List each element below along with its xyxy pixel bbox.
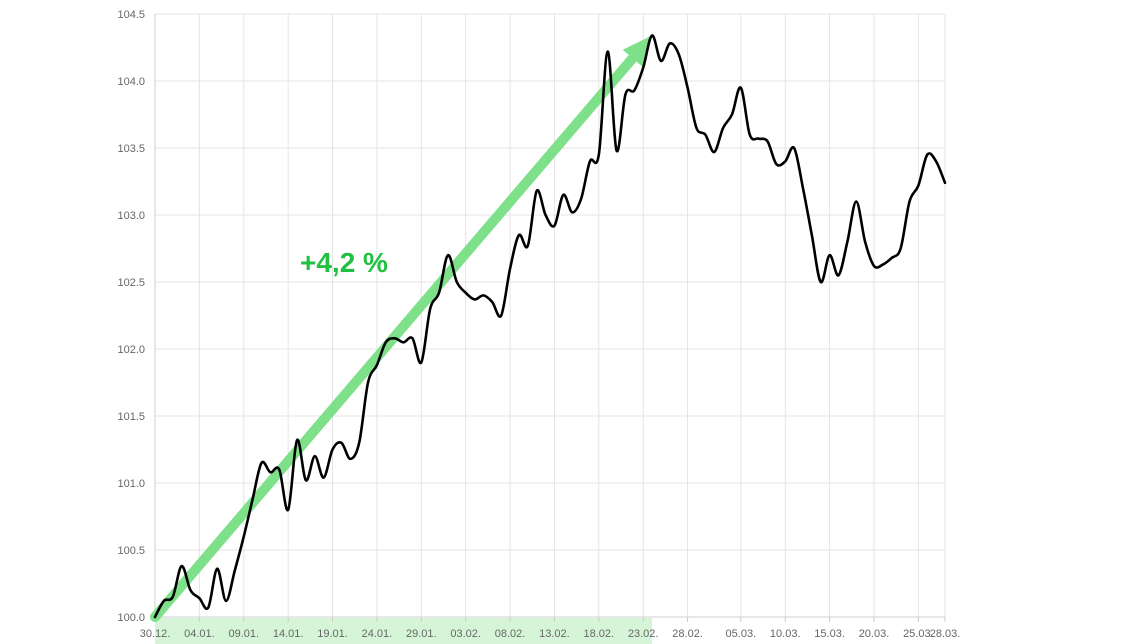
x-tick-label: 14.01. [273,628,304,640]
x-tick-label: 04.01. [184,628,215,640]
y-tick-label: 100.5 [117,545,145,557]
x-tick-label: 03.02. [450,628,481,640]
annotation-group: +4,2 % [300,247,388,278]
x-tick-label: 24.01. [362,628,393,640]
x-tick-label: 13.02. [539,628,570,640]
x-range-highlight [155,618,653,644]
axes: 100.0 100.5 101.0 101.5 102.0 102.5 103.0 103.5… [117,9,960,640]
x-tick-label: 20.03. [859,628,890,640]
y-tick-label: 103.5 [117,143,145,155]
series-line-group [153,34,947,619]
y-tick-label: 102.5 [117,277,145,289]
grid [154,13,946,618]
series-line-0 [153,34,947,619]
y-tick-label: 104.5 [117,9,145,21]
x-tick-label: 08.02. [495,628,526,640]
x-tick-label: 30.12. [140,628,171,640]
x-tick-label: 29.01. [406,628,437,640]
x-tick-label: 28.03. [930,628,961,640]
x-tick-label: 15.03. [814,628,845,640]
x-tick-label: 19.01. [317,628,348,640]
growth-annotation-label: +4,2 % [300,247,388,278]
x-tick-label: 25.03. [903,628,934,640]
y-tick-label: 102.0 [117,344,145,356]
y-tick-label: 101.5 [117,411,145,423]
x-tick-label: 18.02. [584,628,615,640]
x-tick-label: 09.01. [228,628,259,640]
y-tick-label: 104.0 [117,76,145,88]
x-tick-label: 05.03. [726,628,757,640]
x-axis-highlight-band [155,618,653,644]
y-tick-label: 101.0 [117,478,145,490]
x-tick-label: 23.02. [628,628,659,640]
y-tick-label: 103.0 [117,210,145,222]
y-tick-label: 100.0 [117,612,145,624]
x-tick-label: 10.03. [770,628,801,640]
x-tick-label: 28.02. [672,628,703,640]
growth-arrow [150,35,653,622]
